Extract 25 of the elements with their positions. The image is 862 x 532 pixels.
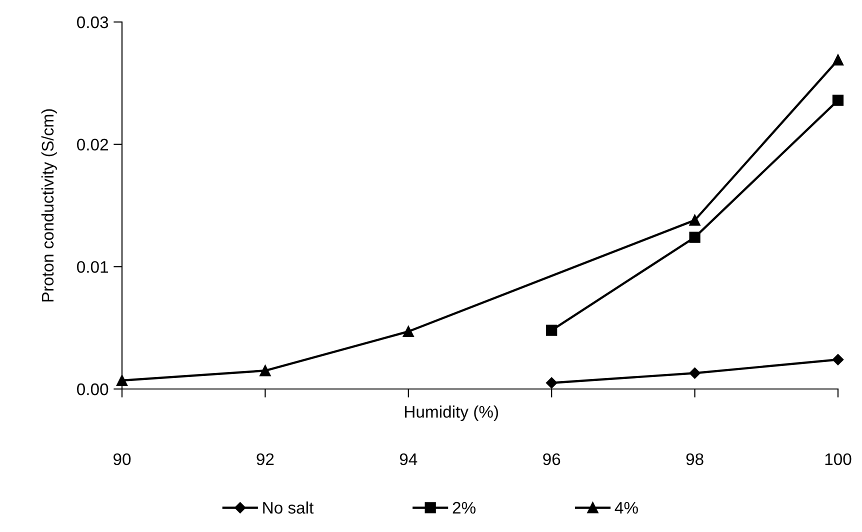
point — [689, 367, 700, 379]
y-tick-label: 0.03 — [77, 16, 108, 28]
point — [546, 377, 558, 388]
legend-label: 4% — [614, 502, 638, 514]
point — [832, 354, 844, 366]
legend-label: No salt — [263, 501, 314, 514]
y-tick-label: 0.02 — [77, 138, 108, 151]
point — [689, 232, 700, 243]
point — [832, 94, 844, 106]
y-tick-label: 0.01 — [77, 261, 108, 273]
x-tick-label: 90 — [114, 453, 131, 466]
x-tick-label: 98 — [686, 453, 704, 466]
x-tick-label: 92 — [256, 453, 274, 466]
x-tick-label: 96 — [543, 453, 560, 466]
x-tick-label: 100 — [825, 453, 852, 466]
point — [832, 54, 844, 66]
x-tick-label: 94 — [400, 453, 418, 466]
point — [260, 365, 271, 376]
y-tick-label: 0.00 — [77, 383, 108, 396]
x-axis-title: Humidity (%) — [405, 406, 498, 422]
point — [402, 326, 414, 338]
point — [689, 214, 700, 226]
y-axis-title: Proton conductivity (S/cm) — [41, 109, 57, 302]
point — [546, 324, 558, 336]
legend-label: 2% — [452, 502, 476, 514]
